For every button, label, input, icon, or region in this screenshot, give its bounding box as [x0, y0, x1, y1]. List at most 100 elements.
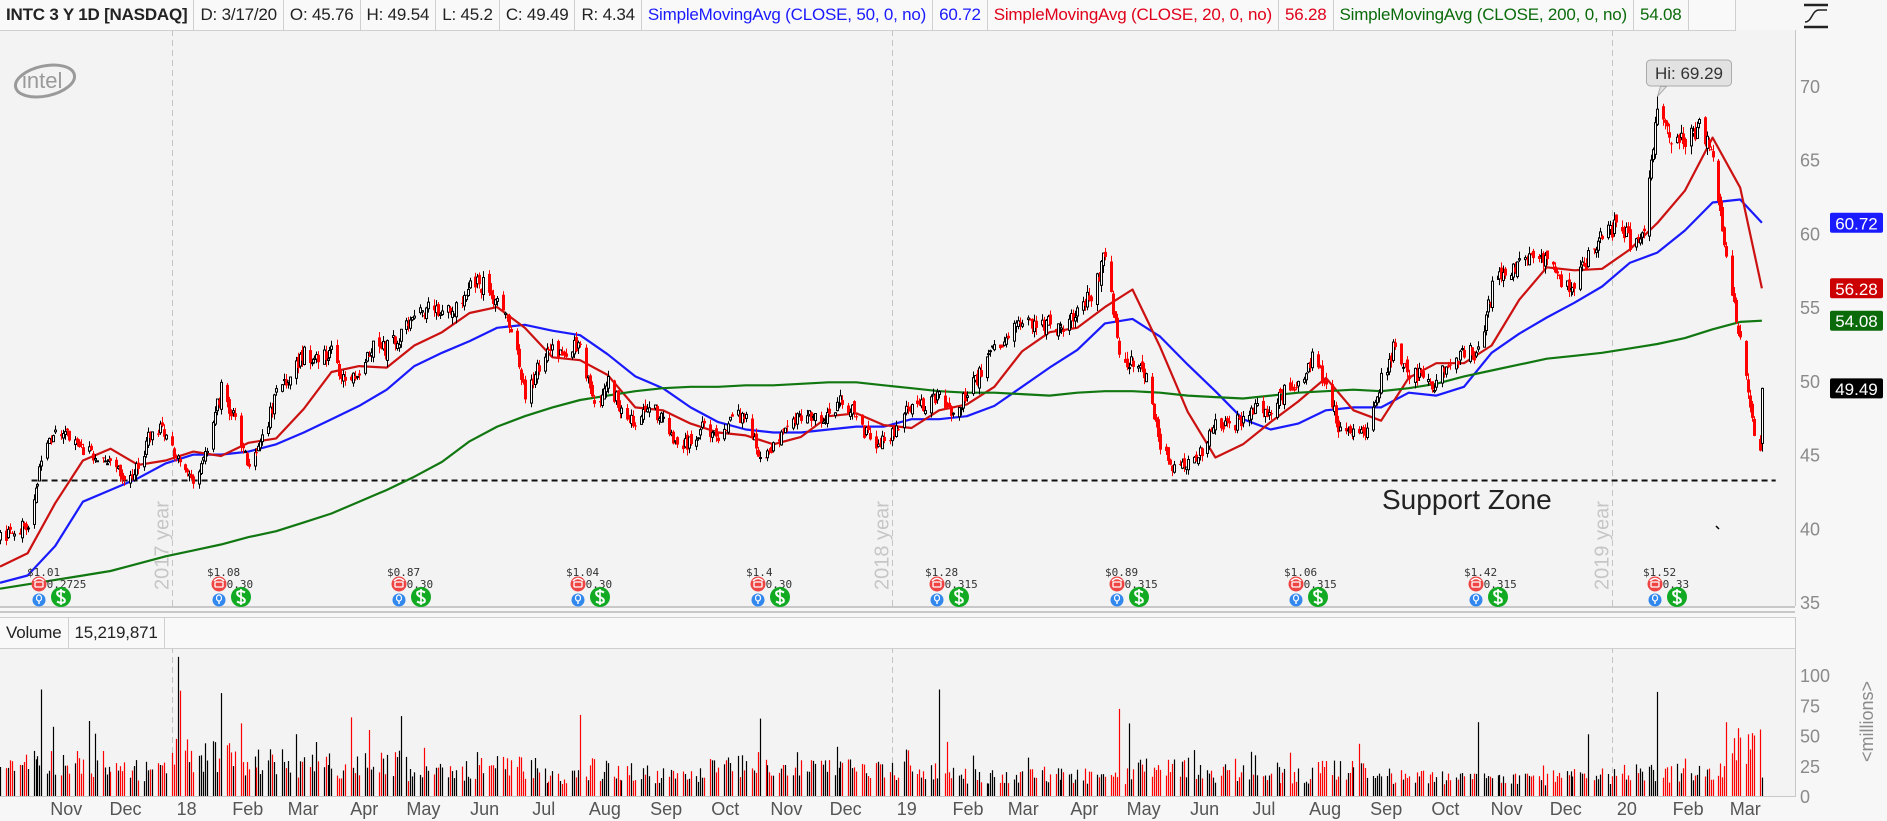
candle-body-up — [1435, 379, 1438, 388]
candle-body-down — [368, 355, 371, 357]
dividend-icon[interactable] — [231, 587, 251, 607]
info-icon[interactable] — [1469, 593, 1483, 607]
candle-body-down — [1721, 207, 1724, 232]
candle-body-down — [1530, 253, 1533, 254]
dividend-icon[interactable] — [949, 587, 969, 607]
candle-body-up — [534, 374, 537, 386]
candle-body-down — [1279, 389, 1282, 393]
candle-body-down — [50, 440, 53, 443]
candle-body-up — [1027, 317, 1030, 320]
candle-body-down — [561, 351, 564, 356]
candle-body-down — [786, 425, 789, 427]
candle-body-up — [993, 344, 996, 351]
price-pane[interactable] — [0, 30, 1795, 606]
phone-glyph — [1291, 581, 1301, 588]
earnings-icon[interactable] — [750, 576, 766, 592]
candle-body-up — [1374, 401, 1377, 407]
volume-label[interactable]: Volume — [0, 618, 69, 648]
candle-body-down — [893, 425, 896, 437]
candle-body-down — [384, 343, 387, 356]
candle-body-up — [1487, 299, 1490, 313]
earnings-icon[interactable] — [570, 576, 586, 592]
candle-body-down — [192, 476, 195, 484]
candle-body-up — [759, 457, 762, 459]
candle-body-down — [557, 341, 560, 359]
time-tick-label: May — [406, 799, 440, 819]
info-icon[interactable] — [1648, 593, 1662, 607]
candle-body-up — [62, 433, 65, 439]
price-tag-label: 49.49 — [1835, 380, 1878, 399]
candle-body-down — [171, 436, 174, 446]
candle-body-up — [1311, 351, 1314, 369]
dividend-icon[interactable] — [1667, 587, 1687, 607]
candle-body-up — [96, 460, 99, 463]
candle-body-down — [1088, 295, 1091, 300]
candle-body-down — [248, 463, 251, 467]
dividend-icon[interactable] — [1488, 587, 1508, 607]
candle-body-down — [115, 459, 118, 468]
info-icon[interactable] — [1110, 593, 1124, 607]
candle-body-up — [986, 356, 989, 379]
dividend-icon[interactable] — [51, 587, 71, 607]
candle-body-up — [1278, 391, 1281, 406]
info-icon-bg — [392, 593, 406, 607]
candle-body-up — [530, 379, 533, 404]
candle-body-down — [1463, 349, 1466, 358]
earnings-icon[interactable] — [1647, 576, 1663, 592]
candle-body-down — [778, 439, 781, 442]
chart-style-icon[interactable] — [1802, 3, 1830, 29]
candle-body-down — [1234, 425, 1237, 431]
earnings-icon[interactable] — [1288, 576, 1304, 592]
candle-body-up — [198, 471, 201, 485]
time-tick-label: Jul — [1252, 799, 1275, 819]
dividend-icon[interactable] — [1308, 587, 1328, 607]
candle-body-down — [879, 443, 882, 446]
info-icon[interactable] — [1289, 593, 1303, 607]
info-icon[interactable] — [212, 593, 226, 607]
earnings-icon[interactable] — [1109, 576, 1125, 592]
volume-pane[interactable] — [0, 647, 1795, 796]
info-icon[interactable] — [930, 593, 944, 607]
candle-body-down — [1546, 250, 1549, 260]
candle-body-down — [861, 414, 864, 425]
dividend-icon[interactable] — [770, 587, 790, 607]
info-icon[interactable] — [751, 593, 765, 607]
earnings-icon[interactable] — [391, 576, 407, 592]
candle-body-up — [903, 413, 906, 429]
info-icon[interactable] — [571, 593, 585, 607]
candle-body-down — [703, 420, 706, 424]
candle-body-up — [697, 437, 700, 440]
candle-body-down — [1457, 361, 1460, 365]
candle-body-up — [1402, 366, 1405, 369]
candle-body-down — [1319, 367, 1322, 369]
candle-body-down — [186, 469, 189, 473]
candle-body-up — [1524, 257, 1527, 261]
time-tick-label: Nov — [1491, 799, 1523, 819]
candle-body-down — [1731, 255, 1734, 296]
earnings-icon[interactable] — [211, 576, 227, 592]
candle-body-down — [1309, 361, 1312, 369]
study-sma50-label[interactable]: SimpleMovingAvg (CLOSE, 50, 0, no) — [642, 0, 934, 30]
candle-body-up — [1485, 314, 1488, 331]
info-icon[interactable] — [32, 593, 46, 607]
info-icon-bg — [1648, 593, 1662, 607]
earnings-icon[interactable] — [1468, 576, 1484, 592]
earnings-icon[interactable] — [31, 576, 47, 592]
earnings-icon[interactable] — [929, 576, 945, 592]
dividend-icon[interactable] — [1129, 587, 1149, 607]
symbol-title[interactable]: INTC 3 Y 1D [NASDAQ] — [0, 0, 195, 30]
candle-body-down — [317, 354, 320, 363]
dividend-label: $0.30 — [759, 578, 792, 591]
candle-body-down — [1623, 229, 1626, 239]
candle-body-down — [755, 433, 758, 449]
dividend-icon[interactable] — [411, 587, 431, 607]
candle-body-up — [1656, 108, 1659, 125]
study-sma200-label[interactable]: SimpleMovingAvg (CLOSE, 200, 0, no) — [1334, 0, 1634, 30]
info-icon-bg — [1110, 593, 1124, 607]
study-sma20-label[interactable]: SimpleMovingAvg (CLOSE, 20, 0, no) — [988, 0, 1279, 30]
dividend-icon[interactable] — [590, 587, 610, 607]
info-icon[interactable] — [392, 593, 406, 607]
phone-glyph — [1650, 581, 1660, 588]
candle-body-up — [36, 483, 39, 487]
